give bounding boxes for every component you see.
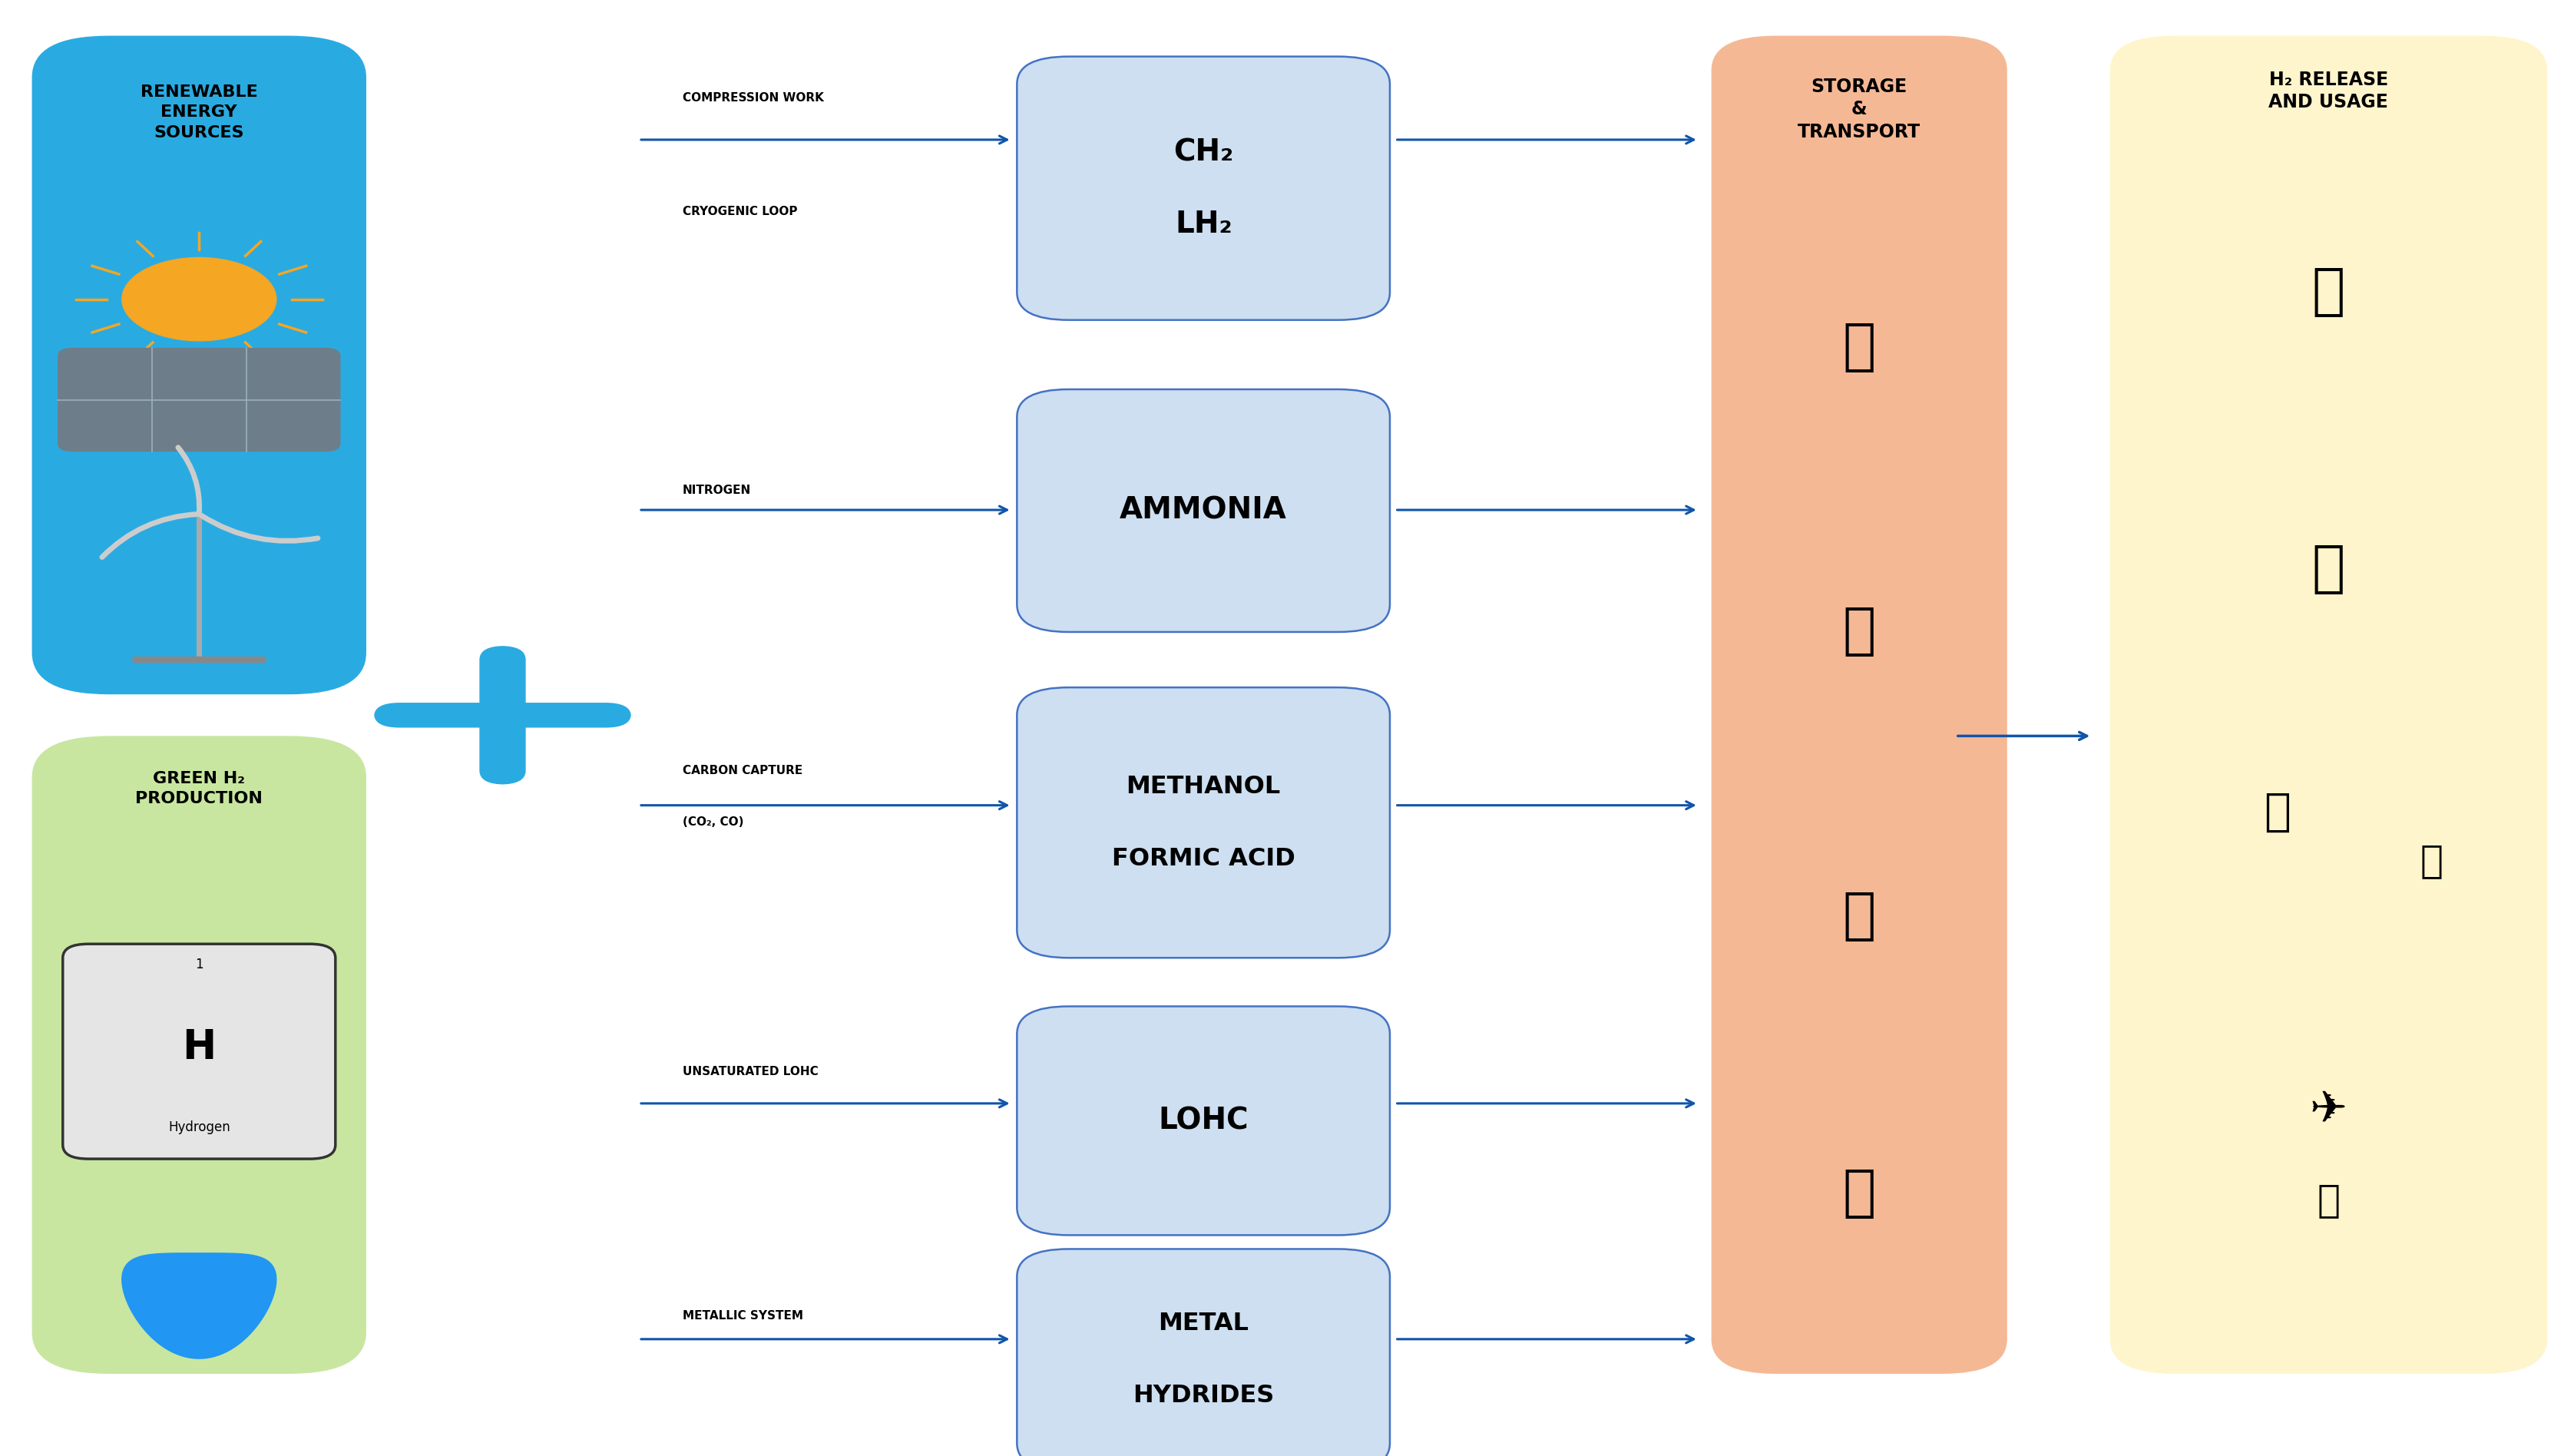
FancyBboxPatch shape bbox=[2111, 36, 2548, 1374]
Circle shape bbox=[121, 258, 275, 341]
FancyBboxPatch shape bbox=[31, 735, 366, 1374]
FancyBboxPatch shape bbox=[1017, 57, 1390, 320]
FancyBboxPatch shape bbox=[373, 703, 631, 728]
FancyBboxPatch shape bbox=[62, 943, 335, 1159]
FancyBboxPatch shape bbox=[479, 646, 525, 785]
FancyBboxPatch shape bbox=[1712, 36, 2008, 1374]
Text: 🚌: 🚌 bbox=[2263, 791, 2291, 834]
Text: RENEWABLE
ENERGY
SOURCES: RENEWABLE ENERGY SOURCES bbox=[142, 84, 257, 140]
Text: CARBON CAPTURE: CARBON CAPTURE bbox=[682, 764, 803, 776]
Text: CRYOGENIC LOOP: CRYOGENIC LOOP bbox=[682, 207, 798, 217]
Text: 🚗: 🚗 bbox=[2420, 843, 2443, 879]
FancyBboxPatch shape bbox=[1017, 687, 1390, 958]
Text: (CO₂, CO): (CO₂, CO) bbox=[682, 817, 744, 827]
Text: GREEN H₂
PRODUCTION: GREEN H₂ PRODUCTION bbox=[136, 770, 263, 807]
Text: H: H bbox=[183, 1026, 216, 1067]
FancyBboxPatch shape bbox=[31, 36, 366, 695]
Text: 🏠: 🏠 bbox=[2311, 543, 2345, 596]
Text: STORAGE
&
TRANSPORT: STORAGE & TRANSPORT bbox=[1797, 77, 1920, 141]
Text: 🔧: 🔧 bbox=[1843, 606, 1876, 658]
Text: 🏭: 🏭 bbox=[2311, 266, 2345, 319]
FancyBboxPatch shape bbox=[1017, 1249, 1390, 1456]
Text: AMMONIA: AMMONIA bbox=[1120, 496, 1287, 526]
Text: UNSATURATED LOHC: UNSATURATED LOHC bbox=[682, 1066, 819, 1077]
Text: METALLIC SYSTEM: METALLIC SYSTEM bbox=[682, 1310, 803, 1322]
Text: HYDRIDES: HYDRIDES bbox=[1133, 1385, 1274, 1408]
Text: FORMIC ACID: FORMIC ACID bbox=[1112, 847, 1295, 871]
Text: METHANOL: METHANOL bbox=[1127, 775, 1282, 798]
Text: Hydrogen: Hydrogen bbox=[167, 1120, 229, 1134]
Text: ✈️: ✈️ bbox=[2309, 1089, 2347, 1133]
FancyBboxPatch shape bbox=[1017, 389, 1390, 632]
Text: 🚢: 🚢 bbox=[1843, 1168, 1876, 1220]
Text: METAL: METAL bbox=[1158, 1312, 1248, 1335]
Text: CH₂: CH₂ bbox=[1174, 138, 1233, 167]
Text: LOHC: LOHC bbox=[1158, 1107, 1248, 1136]
FancyBboxPatch shape bbox=[1017, 1006, 1390, 1235]
FancyBboxPatch shape bbox=[57, 348, 340, 451]
Text: LH₂: LH₂ bbox=[1174, 210, 1233, 239]
Text: 🛢️: 🛢️ bbox=[1843, 322, 1876, 374]
Text: 🚛: 🚛 bbox=[1843, 890, 1876, 942]
Text: 🚢: 🚢 bbox=[2317, 1182, 2340, 1219]
Polygon shape bbox=[121, 1254, 275, 1358]
Text: 1: 1 bbox=[196, 958, 203, 971]
Text: COMPRESSION WORK: COMPRESSION WORK bbox=[682, 92, 824, 103]
Text: NITROGEN: NITROGEN bbox=[682, 485, 752, 496]
Text: H₂ RELEASE
AND USAGE: H₂ RELEASE AND USAGE bbox=[2268, 70, 2389, 112]
